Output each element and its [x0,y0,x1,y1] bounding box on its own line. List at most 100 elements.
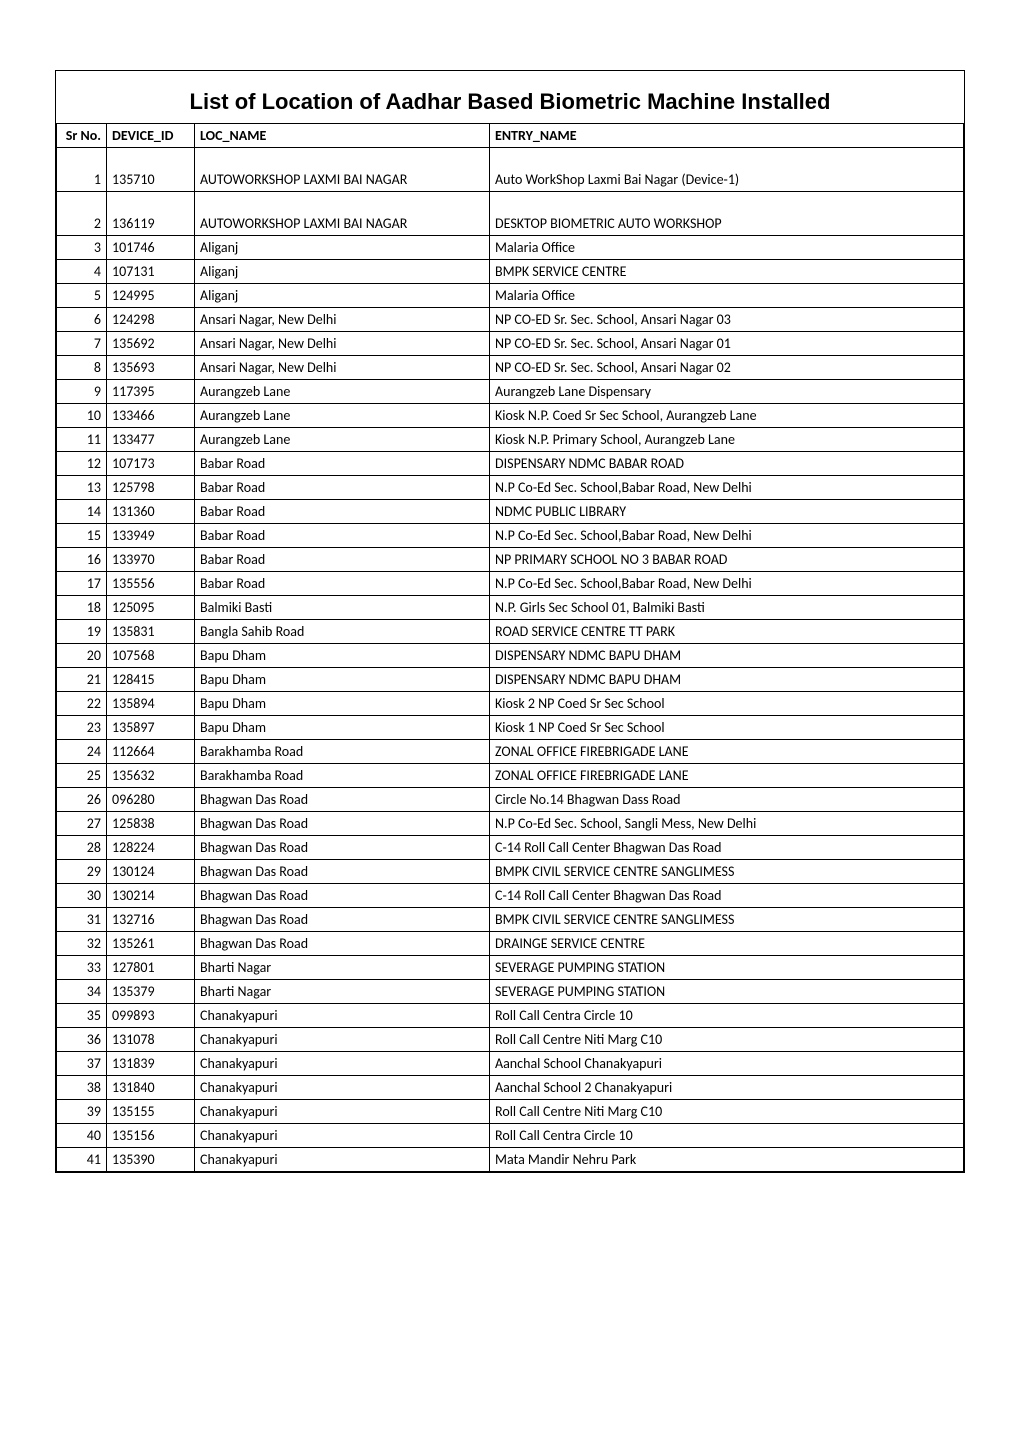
table-row: 4107131AliganjBMPK SERVICE CENTRE [57,260,964,284]
table-cell: 2 [57,192,107,236]
table-cell: Bapu Dham [195,668,490,692]
table-cell: Bapu Dham [195,644,490,668]
table-cell: DRAINGE SERVICE CENTRE [490,932,964,956]
table-cell: 135710 [107,148,195,192]
table-cell: 9 [57,380,107,404]
header-srno: Sr No. [57,124,107,148]
table-row: 13125798Babar RoadN.P Co-Ed Sec. School,… [57,476,964,500]
table-cell: Bapu Dham [195,716,490,740]
table-cell: 131078 [107,1028,195,1052]
table-row: 1135710AUTOWORKSHOP LAXMI BAI NAGARAuto … [57,148,964,192]
table-cell: SEVERAGE PUMPING STATION [490,956,964,980]
table-cell: Kiosk 2 NP Coed Sr Sec School [490,692,964,716]
table-cell: Auto WorkShop Laxmi Bai Nagar (Device-1) [490,148,964,192]
table-cell: Babar Road [195,500,490,524]
table-row: 40135156ChanakyapuriRoll Call Centra Cir… [57,1124,964,1148]
table-cell: 124298 [107,308,195,332]
table-header-row: Sr No. DEVICE_ID LOC_NAME ENTRY_NAME [57,124,964,148]
table-cell: 135379 [107,980,195,1004]
table-cell: 1 [57,148,107,192]
table-row: 37131839ChanakyapuriAanchal School Chana… [57,1052,964,1076]
table-cell: 19 [57,620,107,644]
table-cell: Roll Call Centra Circle 10 [490,1124,964,1148]
table-cell: 135390 [107,1148,195,1172]
table-row: 19135831Bangla Sahib RoadROAD SERVICE CE… [57,620,964,644]
table-cell: Chanakyapuri [195,1004,490,1028]
table-cell: Aurangzeb Lane [195,380,490,404]
table-cell: Aanchal School Chanakyapuri [490,1052,964,1076]
table-cell: Bharti Nagar [195,956,490,980]
table-cell: Babar Road [195,524,490,548]
table-row: 32135261Bhagwan Das RoadDRAINGE SERVICE … [57,932,964,956]
table-cell: 135556 [107,572,195,596]
table-cell: Balmiki Basti [195,596,490,620]
table-cell: 18 [57,596,107,620]
table-cell: 21 [57,668,107,692]
table-row: 23135897Bapu DhamKiosk 1 NP Coed Sr Sec … [57,716,964,740]
table-cell: DESKTOP BIOMETRIC AUTO WORKSHOP [490,192,964,236]
table-cell: Babar Road [195,452,490,476]
table-cell: 096280 [107,788,195,812]
table-row: 21128415Bapu DhamDISPENSARY NDMC BAPU DH… [57,668,964,692]
table-cell: Babar Road [195,572,490,596]
table-cell: Malaria Office [490,284,964,308]
table-cell: 35 [57,1004,107,1028]
table-cell: 135692 [107,332,195,356]
table-cell: 40 [57,1124,107,1148]
table-cell: DISPENSARY NDMC BAPU DHAM [490,644,964,668]
table-cell: Mata Mandir Nehru Park [490,1148,964,1172]
table-cell: Bhagwan Das Road [195,788,490,812]
table-cell: Chanakyapuri [195,1052,490,1076]
table-cell: Bhagwan Das Road [195,812,490,836]
table-row: 16133970Babar RoadNP PRIMARY SCHOOL NO 3… [57,548,964,572]
table-cell: 133466 [107,404,195,428]
table-row: 41135390ChanakyapuriMata Mandir Nehru Pa… [57,1148,964,1172]
table-cell: SEVERAGE PUMPING STATION [490,980,964,1004]
table-cell: Aliganj [195,260,490,284]
table-cell: NP CO-ED Sr. Sec. School, Ansari Nagar 0… [490,332,964,356]
table-cell: 135156 [107,1124,195,1148]
table-cell: 30 [57,884,107,908]
table-row: 25135632Barakhamba RoadZONAL OFFICE FIRE… [57,764,964,788]
table-cell: N.P Co-Ed Sec. School, Sangli Mess, New … [490,812,964,836]
table-cell: Barakhamba Road [195,740,490,764]
table-cell: Barakhamba Road [195,764,490,788]
table-cell: Bhagwan Das Road [195,836,490,860]
table-cell: N.P Co-Ed Sec. School,Babar Road, New De… [490,524,964,548]
table-cell: 26 [57,788,107,812]
table-cell: 117395 [107,380,195,404]
table-cell: 130124 [107,860,195,884]
table-cell: 107131 [107,260,195,284]
table-cell: Circle No.14 Bhagwan Dass Road [490,788,964,812]
table-cell: 15 [57,524,107,548]
table-cell: 36 [57,1028,107,1052]
table-cell: Ansari Nagar, New Delhi [195,332,490,356]
table-cell: 23 [57,716,107,740]
table-row: 8135693Ansari Nagar, New DelhiNP CO-ED S… [57,356,964,380]
table-cell: 133970 [107,548,195,572]
table-cell: NP PRIMARY SCHOOL NO 3 BABAR ROAD [490,548,964,572]
table-cell: Kiosk N.P. Primary School, Aurangzeb Lan… [490,428,964,452]
table-cell: Ansari Nagar, New Delhi [195,356,490,380]
table-cell: ZONAL OFFICE FIREBRIGADE LANE [490,740,964,764]
table-cell: 17 [57,572,107,596]
document-title: List of Location of Aadhar Based Biometr… [56,71,964,123]
table-cell: AUTOWORKSHOP LAXMI BAI NAGAR [195,148,490,192]
table-cell: Aliganj [195,284,490,308]
table-cell: Chanakyapuri [195,1076,490,1100]
table-cell: 124995 [107,284,195,308]
table-cell: Babar Road [195,548,490,572]
table-cell: 135155 [107,1100,195,1124]
table-cell: 5 [57,284,107,308]
table-cell: 14 [57,500,107,524]
biometric-locations-table: Sr No. DEVICE_ID LOC_NAME ENTRY_NAME 113… [56,123,964,1172]
table-cell: 41 [57,1148,107,1172]
table-cell: 37 [57,1052,107,1076]
table-row: 3101746AliganjMalaria Office [57,236,964,260]
table-cell: AUTOWORKSHOP LAXMI BAI NAGAR [195,192,490,236]
table-cell: 32 [57,932,107,956]
table-cell: Aurangzeb Lane Dispensary [490,380,964,404]
table-cell: 135894 [107,692,195,716]
table-cell: 16 [57,548,107,572]
table-cell: Babar Road [195,476,490,500]
